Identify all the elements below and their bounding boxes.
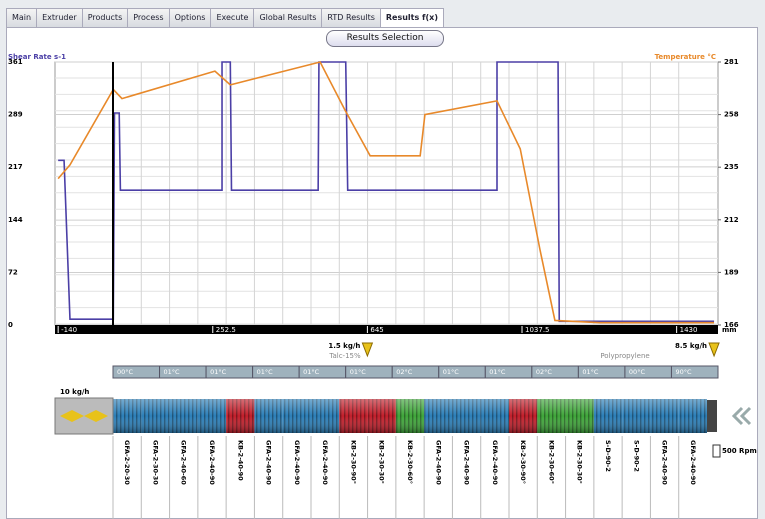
barrel-zone xyxy=(670,365,719,379)
zone-label: 01°C xyxy=(210,368,227,376)
y-tick-label: 217 xyxy=(8,163,23,171)
element-label: S-D-90-2 xyxy=(632,440,640,472)
zone-label: 00°C xyxy=(117,368,134,376)
x-tick-label: 1037.5 xyxy=(525,326,550,334)
element-label: GFA-2-40-90 xyxy=(463,440,471,485)
die xyxy=(707,400,717,432)
element-label: KB-2-30-60° xyxy=(406,440,414,484)
screw-shade xyxy=(622,399,651,433)
element-label: GFA-2-40-90 xyxy=(491,440,499,485)
y-tick-label: 289 xyxy=(8,110,23,118)
x-axis-unit: mm xyxy=(722,326,737,334)
plot-area xyxy=(54,61,719,326)
series-line xyxy=(57,61,715,324)
speed-label: 500 Rpm xyxy=(722,447,757,455)
screw-shade xyxy=(537,399,566,433)
feed-marker xyxy=(361,342,374,358)
zone-label: 01°C xyxy=(303,368,320,376)
zone-label: 00°C xyxy=(629,368,646,376)
zone-label: 01°C xyxy=(350,368,367,376)
feed-label: 8.5 kg/h xyxy=(675,342,707,350)
screw-shade xyxy=(254,399,283,433)
element-label: GFA-2-40-90 xyxy=(265,440,273,485)
screw-shade xyxy=(197,399,227,433)
screw-shade xyxy=(282,399,311,433)
screw-shade xyxy=(424,399,453,433)
main-feed-label: 10 kg/h xyxy=(60,388,89,396)
y2-tick-label: 235 xyxy=(724,163,739,171)
y2-tick-label: 212 xyxy=(724,216,739,224)
feed-marker xyxy=(708,342,720,358)
y2-tick-label: 281 xyxy=(724,58,739,66)
screw-shade xyxy=(226,399,255,433)
element-label: S-D-90-2 xyxy=(604,440,612,472)
y2-axis-title: Temperature °C xyxy=(655,53,716,61)
screw-shade xyxy=(678,399,707,433)
y-tick-label: 144 xyxy=(8,216,23,224)
zone-label: 01°C xyxy=(489,368,506,376)
element-label: KB-2-30-90° xyxy=(519,440,527,484)
feed-label: 1.5 kg/h xyxy=(328,342,360,350)
zone-label: 02°C xyxy=(536,368,553,376)
x-tick-label: 252.5 xyxy=(216,326,236,334)
zone-label: 01°C xyxy=(582,368,599,376)
y-tick-label: 0 xyxy=(8,321,13,329)
element-label: GFA-2-30-30 xyxy=(151,440,159,485)
element-label: KB-2-30-30° xyxy=(576,440,584,484)
element-label: GFA-2-40-90 xyxy=(208,440,216,485)
y-tick-label: 72 xyxy=(8,269,18,277)
tab[interactable]: Results f(x) xyxy=(379,8,444,31)
element-label: GFA-2-20-30 xyxy=(123,440,131,485)
x-tick-label: -140 xyxy=(61,326,77,334)
feed-shape xyxy=(60,410,108,422)
screw-shade xyxy=(480,399,509,433)
y-tick-label: 361 xyxy=(8,58,23,66)
material-label: Polypropylene xyxy=(600,352,649,360)
screw-shade xyxy=(452,399,481,433)
element-label: GFA-2-40-90 xyxy=(689,440,697,485)
screw-shade xyxy=(367,399,396,433)
tab-bar: Main Extruder Products Process Options Execut… xyxy=(6,8,444,31)
material-label: Talc-15% xyxy=(328,352,361,360)
screw-shade xyxy=(113,399,142,433)
screw-shade xyxy=(169,399,198,433)
x-tick-label: 1430 xyxy=(680,326,698,334)
element-label: KB-2-40-90 xyxy=(236,440,244,481)
zone-label: 02°C xyxy=(396,368,413,376)
screw-shade xyxy=(650,399,679,433)
x-tick-label: 645 xyxy=(370,326,383,334)
element-label: GFA-2-40-90 xyxy=(321,440,329,485)
element-label: KB-2-30-30° xyxy=(378,440,386,484)
y2-tick-label: 258 xyxy=(724,111,739,119)
y-axis-title: Shear Rate s-1 xyxy=(8,53,66,61)
zone-label: 90°C xyxy=(675,368,692,376)
element-label: GFA-2-40-90 xyxy=(661,440,669,485)
zone-label: 01°C xyxy=(164,368,181,376)
screw-shade xyxy=(509,399,538,433)
element-label: GFA-2-40-90 xyxy=(434,440,442,485)
results-selection-button[interactable]: Results Selection xyxy=(326,30,444,47)
y2-tick-label: 166 xyxy=(724,321,739,329)
screw-shade xyxy=(141,399,170,433)
element-label: KB-2-30-90° xyxy=(349,440,357,484)
element-label: GFA-2-40-90 xyxy=(293,440,301,485)
screw-shade xyxy=(395,399,425,433)
y2-tick-label: 189 xyxy=(724,268,739,276)
element-label: KB-2-30-60° xyxy=(547,440,555,484)
x-axis-bar xyxy=(55,325,718,334)
screw-shade xyxy=(311,399,340,433)
screw-shade xyxy=(593,399,623,433)
element-label: GFA-2-40-60 xyxy=(180,440,188,485)
direction-chevrons xyxy=(731,406,752,426)
zone-label: 01°C xyxy=(443,368,460,376)
screw-shade xyxy=(339,399,368,433)
screw-shade xyxy=(565,399,594,433)
zone-label: 01°C xyxy=(257,368,274,376)
motor-icon xyxy=(712,444,721,458)
